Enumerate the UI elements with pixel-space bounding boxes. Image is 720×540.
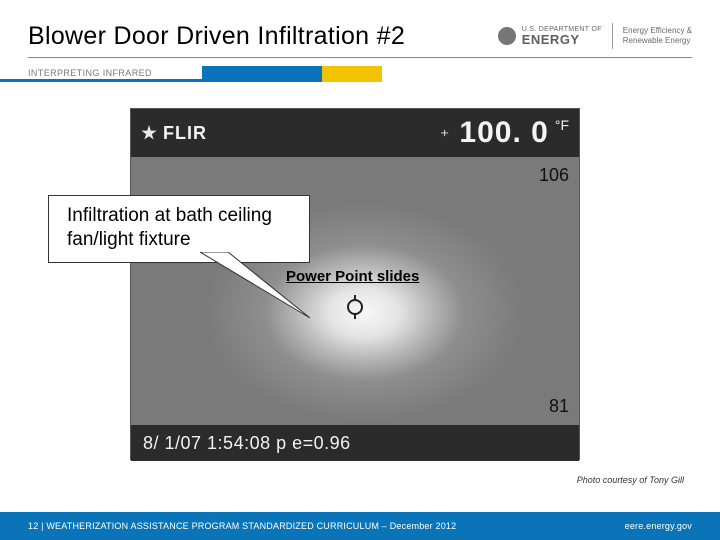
slide-title: Blower Door Driven Infiltration #2 — [28, 22, 405, 51]
doe-subtext: Energy Efficiency & Renewable Energy — [623, 26, 692, 45]
reading-value: 100. 0 — [459, 116, 548, 150]
thermal-top-bar: FLIR ⁺ 100. 0 °F — [131, 109, 579, 157]
stripe-rest — [382, 66, 720, 82]
doe-logo-block: U.S. DEPARTMENT OF ENERGY Energy Efficie… — [498, 23, 692, 51]
target-icon — [347, 299, 363, 315]
thermal-bottom-bar: 8/ 1/07 1:54:08 p e=0.96 — [131, 425, 579, 461]
section-label: INTERPRETING INFRARED — [0, 66, 202, 82]
title-bar: Blower Door Driven Infiltration #2 U.S. … — [28, 22, 692, 58]
doe-text: U.S. DEPARTMENT OF ENERGY — [522, 26, 602, 46]
doe-seal-icon — [498, 27, 516, 45]
flir-brand: FLIR — [163, 123, 207, 144]
scale-low: 81 — [549, 396, 569, 417]
footer-left: 12 | WEATHERIZATION ASSISTANCE PROGRAM S… — [28, 521, 456, 531]
scale-high: 106 — [539, 165, 569, 186]
crosshair-icon: ⁺ — [440, 126, 450, 147]
reading-unit: °F — [555, 117, 569, 133]
section-stripe: INTERPRETING INFRARED — [0, 66, 720, 82]
stripe-blue — [202, 66, 322, 82]
photo-credit: Photo courtesy of Tony Gill — [577, 475, 684, 485]
doe-sub2: Renewable Energy — [623, 36, 692, 46]
footer-bar: 12 | WEATHERIZATION ASSISTANCE PROGRAM S… — [0, 512, 720, 540]
footer-right: eere.energy.gov — [625, 521, 692, 531]
stripe-yellow — [322, 66, 382, 82]
ppt-slides-link[interactable]: Power Point slides — [286, 268, 419, 285]
slide: Blower Door Driven Infiltration #2 U.S. … — [0, 0, 720, 540]
flir-star-icon — [141, 125, 157, 141]
flir-logo: FLIR — [141, 123, 207, 144]
temperature-reading: ⁺ 100. 0 °F — [440, 116, 569, 150]
doe-big-text: ENERGY — [522, 33, 602, 46]
doe-sub1: Energy Efficiency & — [623, 26, 692, 36]
divider — [612, 23, 613, 49]
